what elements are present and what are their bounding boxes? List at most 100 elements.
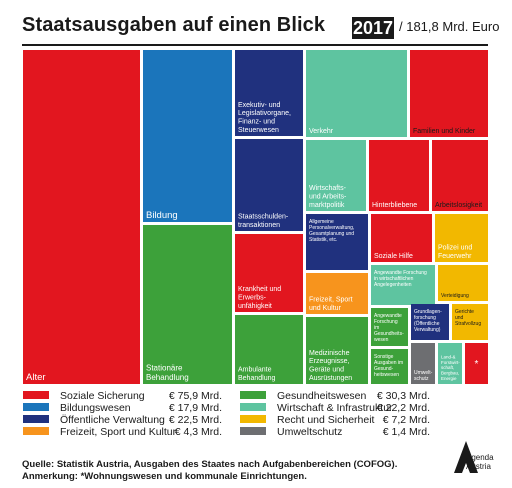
cell-exekutiv-und-legislativorgane-finanz-und-steuerwesen: Exekutiv- und Legislativorgane, Finanz- un… [235,50,303,136]
legend-swatch [240,403,266,411]
legend-label: Freizeit, Sport und Kultur [60,426,177,438]
legend-item-bildungswesen: Bildungswesen € 17,9 Mrd. [23,402,222,414]
cell-umwelt-schutz-rect [411,343,435,384]
cell-medizinische-erzeugnisse-gerate-und-ausrustungen-rect [306,317,368,384]
annotation-text: Anmerkung: *Wohnungswesen und kommunale … [22,471,307,482]
legend-label: Wirtschaft & Infrastruktur [277,402,393,414]
cell-freizeit-sport-und-kultur-label: Freizeit, Sport und Kultur [309,297,353,312]
cell-soziale-hilfe: Soziale Hilfe [371,214,432,262]
cell-angewandte-forschung-in-wirtschaftlichen-angelegenheiten: Angewandte Forschung in wirtschaftlichen A… [371,265,435,305]
cell-allgemeine-personalverwaltung-gesamtplanung-und-statistik-etc: Allgemeine Personalverwaltung, Gesamtplanu… [306,214,368,270]
cell-umwelt-schutz-label: Umwelt-schutz [414,370,433,382]
source-note: Quelle: Statistik Austria, Ausgaben des … [22,459,397,483]
cell-familien-und-kinder: Familien und Kinder [410,50,488,137]
legend-value: € 22,5 Mrd. [168,414,222,426]
cell-verkehr-label: Verkehr [309,128,334,135]
cell-ambulante-behandlung-label: Ambulante Behandlung [238,367,275,382]
cell-alter: Alter [23,50,140,384]
total-amount: / 181,8 Mrd. Euro [399,19,500,34]
legend-swatch [23,403,49,411]
legend-swatch [23,427,49,435]
cell-medizinische-erzeugnisse-gerate-und-ausrustungen-label: Medizinische Erzeugnisse, Geräte und Ausrüs… [309,350,352,382]
cell-krankheit-und-erwerbs-unfahigkeit-rect [235,234,303,312]
legend-label: Umweltschutz [277,426,343,438]
agenda-austria-logo [454,441,478,473]
legend-item-wirtschaft-infrastruktur: Wirtschaft & Infrastruktur € 22,2 Mrd. [240,402,430,414]
cell-verteidigung-label: Verteidigung [441,293,469,299]
cell-gerichte-und-strafvollzug-rect [452,304,488,340]
cell-angewandte-forschung-im-gesundheits-wesen-label: Angewandte Forschung im Gesundheits-wesen [374,313,404,343]
cell-verkehr-rect [306,50,407,137]
cell-sonstige-ausgaben-im-gesund-heitswesen-label: Sonstige Ausgaben im Gesund-heitswesen [374,354,403,378]
legend-item-gesundheitswesen: Gesundheitswesen € 30,3 Mrd. [240,390,430,402]
cell--rect [465,343,488,384]
legend-swatch [240,427,266,435]
cell-: * [465,343,488,384]
cell-hinterbliebene-label: Hinterbliebene [372,202,417,209]
cell-stationare-behandlung-label: Stationäre Behandlung [146,363,189,382]
cell-sonstige-ausgaben-im-gesund-heitswesen-rect [371,349,408,384]
cell-alter-label: Alter [26,372,46,383]
cell-land-forstwirt-schaft-bergbau-energie: Land-& Forstwirt-schaft, Bergbau, Energie [438,343,462,384]
title-rule [22,44,488,46]
cell-polizei-und-feuerwehr: Polizei und Feuerwehr [435,214,488,262]
cell-krankheit-und-erwerbs-unfahigkeit: Krankheit und Erwerbs-unfähigkeit [235,234,303,312]
cell-hinterbliebene: Hinterbliebene [369,140,429,211]
legend-value: € 17,9 Mrd. [168,402,222,414]
legend-value: € 4,3 Mrd. [174,426,222,438]
cell-arbeitslosigkeit: Arbeitslosigkeit [432,140,488,211]
legend-item-umweltschutz: Umweltschutz € 1,4 Mrd. [240,426,430,438]
cell-angewandte-forschung-im-gesundheits-wesen: Angewandte Forschung im Gesundheits-wesen [371,308,408,346]
chart-title: Staatsausgaben auf einen Blick [22,14,326,36]
cell-land-forstwirt-schaft-bergbau-energie-rect [438,343,462,384]
cell-stationare-behandlung-rect [143,225,232,384]
cell-staatsschulden-transaktionen-rect [235,139,303,231]
cell-familien-und-kinder-label: Familien und Kinder [413,128,476,135]
cell--label: * [475,359,479,370]
legend-label: Recht und Sicherheit [277,414,375,426]
cell-wirtschafts-und-arbeits-marktpolitik-rect [306,140,366,211]
legend-label: Bildungswesen [60,402,131,414]
legend-value: € 22,2 Mrd. [376,402,430,414]
cell-verteidigung-rect [438,265,488,301]
cell-allgemeine-personalverwaltung-gesamtplanung-und-statistik-etc-label: Allgemeine Personalverwaltung, Gesamtplanu… [309,219,354,243]
legend-swatch [240,415,266,423]
cell-sonstige-ausgaben-im-gesund-heitswesen: Sonstige Ausgaben im Gesund-heitswesen [371,349,408,384]
legend-label: Öffentliche Verwaltung [60,414,165,426]
cell-freizeit-sport-und-kultur-rect [306,273,368,314]
cell-familien-und-kinder-rect [410,50,488,137]
cell-gerichte-und-strafvollzug: Gerichte und Strafvollzug [452,304,488,340]
legend-value: € 7,2 Mrd. [382,414,430,426]
cell-ambulante-behandlung-rect [235,315,303,384]
logo-text: Agenda Austria [466,453,494,471]
cell-krankheit-und-erwerbs-unfahigkeit-label: Krankheit und Erwerbs-unfähigkeit [238,286,281,310]
cell-medizinische-erzeugnisse-gerate-und-ausrustungen: Medizinische Erzeugnisse, Geräte und Ausrüs… [306,317,368,384]
legend-label: Gesundheitswesen [277,390,367,402]
source-text: Quelle: Statistik Austria, Ausgaben des … [22,459,398,470]
legend-item-offentliche-verwaltung: Öffentliche Verwaltung € 22,5 Mrd. [23,414,222,426]
legend-swatch [23,415,49,423]
cell-verkehr: Verkehr [306,50,407,137]
cell-wirtschafts-und-arbeits-marktpolitik: Wirtschafts-und Arbeits-marktpolitik [306,140,366,211]
cell-bildung: Bildung [143,50,232,222]
cell-grundlagen-forschung-offentliche-verwaltung: Grundlagen-forschung (Öffentliche Verwaltu… [411,304,449,340]
cell-polizei-und-feuerwehr-rect [435,214,488,262]
cell-exekutiv-und-legislativorgane-finanz-und-steuerwesen-label: Exekutiv- und Legislativorgane, Finanz- un… [238,102,291,134]
legend-value: € 75,9 Mrd. [168,390,222,402]
legend-item-soziale-sicherung: Soziale Sicherung € 75,9 Mrd. [23,390,222,402]
cell-ambulante-behandlung: Ambulante Behandlung [235,315,303,384]
cell-stationare-behandlung: Stationäre Behandlung [143,225,232,384]
cell-polizei-und-feuerwehr-label: Polizei und Feuerwehr [438,245,472,260]
cell-grundlagen-forschung-offentliche-verwaltung-rect [411,304,449,340]
cell-umwelt-schutz: Umwelt-schutz [411,343,435,384]
legend-value: € 30,3 Mrd. [376,390,430,402]
cell-verteidigung: Verteidigung [438,265,488,301]
legend-value: € 1,4 Mrd. [382,426,430,438]
cell-wirtschafts-und-arbeits-marktpolitik-label: Wirtschafts-und Arbeits-marktpolitik [309,185,347,209]
legend-swatch [23,391,49,399]
cell-staatsschulden-transaktionen: Staatsschulden-transaktionen [235,139,303,231]
cell-bildung-rect [143,50,232,222]
cell-gerichte-und-strafvollzug-label: Gerichte und Strafvollzug [455,309,481,327]
cell-angewandte-forschung-in-wirtschaftlichen-angelegenheiten-rect [371,265,435,305]
